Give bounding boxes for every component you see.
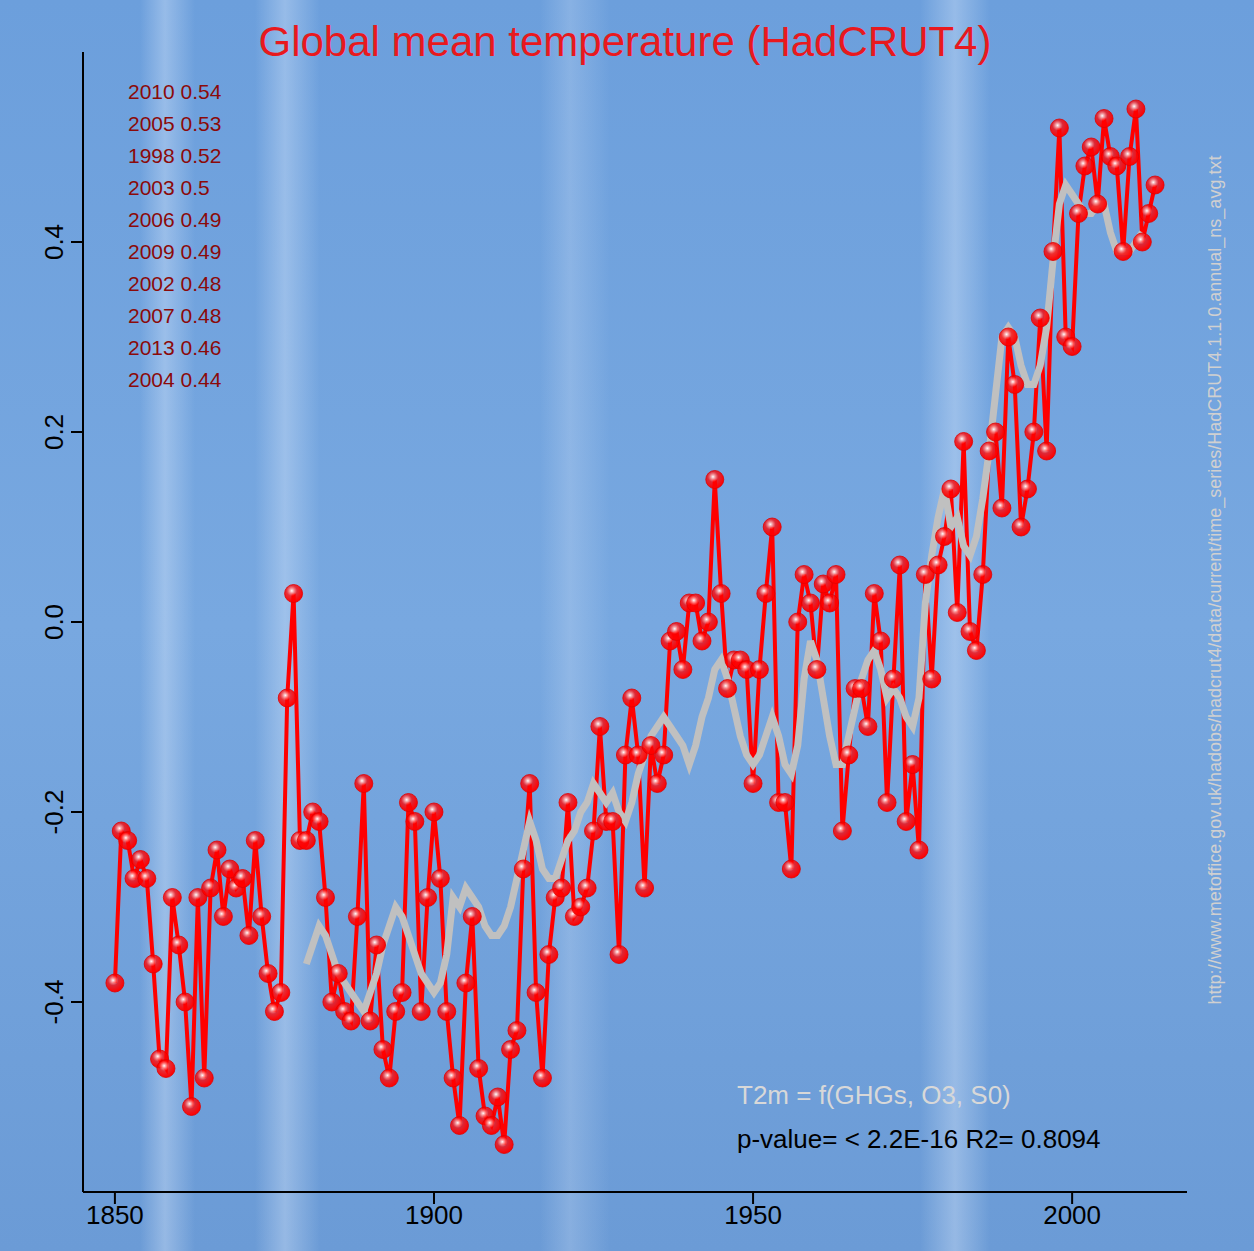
html-text:2002 0.48: 2002 0.48 — [128, 272, 222, 295]
svg-text:1900: 1900 — [405, 1200, 463, 1230]
svg-text:2000: 2000 — [1043, 1200, 1101, 1230]
svg-text:0.4: 0.4 — [39, 224, 69, 260]
html-text:2004 0.44: 2004 0.44 — [128, 368, 222, 391]
html-text:2010 0.54: 2010 0.54 — [128, 80, 222, 103]
html-text:2009 0.49: 2009 0.49 — [128, 240, 222, 263]
html-text:2005 0.53: 2005 0.53 — [128, 112, 222, 135]
svg-text:1950: 1950 — [724, 1200, 782, 1230]
svg-text:-0.2: -0.2 — [39, 790, 69, 835]
svg-text:0.0: 0.0 — [39, 604, 69, 640]
html-text:T2m = f(GHGs, O3, S0): T2m = f(GHGs, O3, S0) — [737, 1080, 1011, 1110]
html-text:Global mean temperature (HadCR: Global mean temperature (HadCRUT4) — [258, 18, 992, 65]
html-text:1998 0.52: 1998 0.52 — [128, 144, 222, 167]
html-text:http://www.metoffice.gov.uk/ha: http://www.metoffice.gov.uk/hadobs/hadcr… — [1204, 155, 1225, 1005]
svg-text:0.2: 0.2 — [39, 414, 69, 450]
svg-text:1850: 1850 — [86, 1200, 144, 1230]
html-text:2013 0.46: 2013 0.46 — [128, 336, 222, 359]
html-text:2003 0.5: 2003 0.5 — [128, 176, 210, 199]
svg-text:-0.4: -0.4 — [39, 980, 69, 1025]
html-text:2007 0.48: 2007 0.48 — [128, 304, 222, 327]
html-text:p-value= < 2.2E-16 R2= 0.8094: p-value= < 2.2E-16 R2= 0.8094 — [737, 1124, 1101, 1154]
html-text:2006 0.49: 2006 0.49 — [128, 208, 222, 231]
